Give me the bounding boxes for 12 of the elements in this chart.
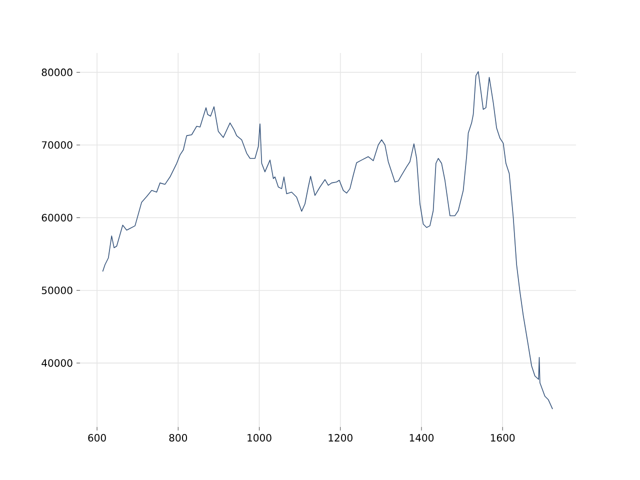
x-tick-label: 800: [169, 434, 188, 442]
y-tick-label: 50000: [42, 286, 72, 294]
x-tick-label: 1200: [328, 434, 352, 442]
line-series: [102, 71, 553, 410]
x-tick-label: 1400: [410, 434, 434, 442]
x-tick-label: 600: [88, 434, 106, 442]
y-tick-label: 40000: [42, 359, 72, 367]
x-tick-label: 1600: [490, 434, 515, 442]
y-tick-label: 80000: [42, 68, 72, 76]
y-tick-label: 60000: [42, 214, 72, 222]
x-tick-label: 1000: [248, 434, 272, 442]
y-tick-label: 70000: [42, 141, 72, 149]
